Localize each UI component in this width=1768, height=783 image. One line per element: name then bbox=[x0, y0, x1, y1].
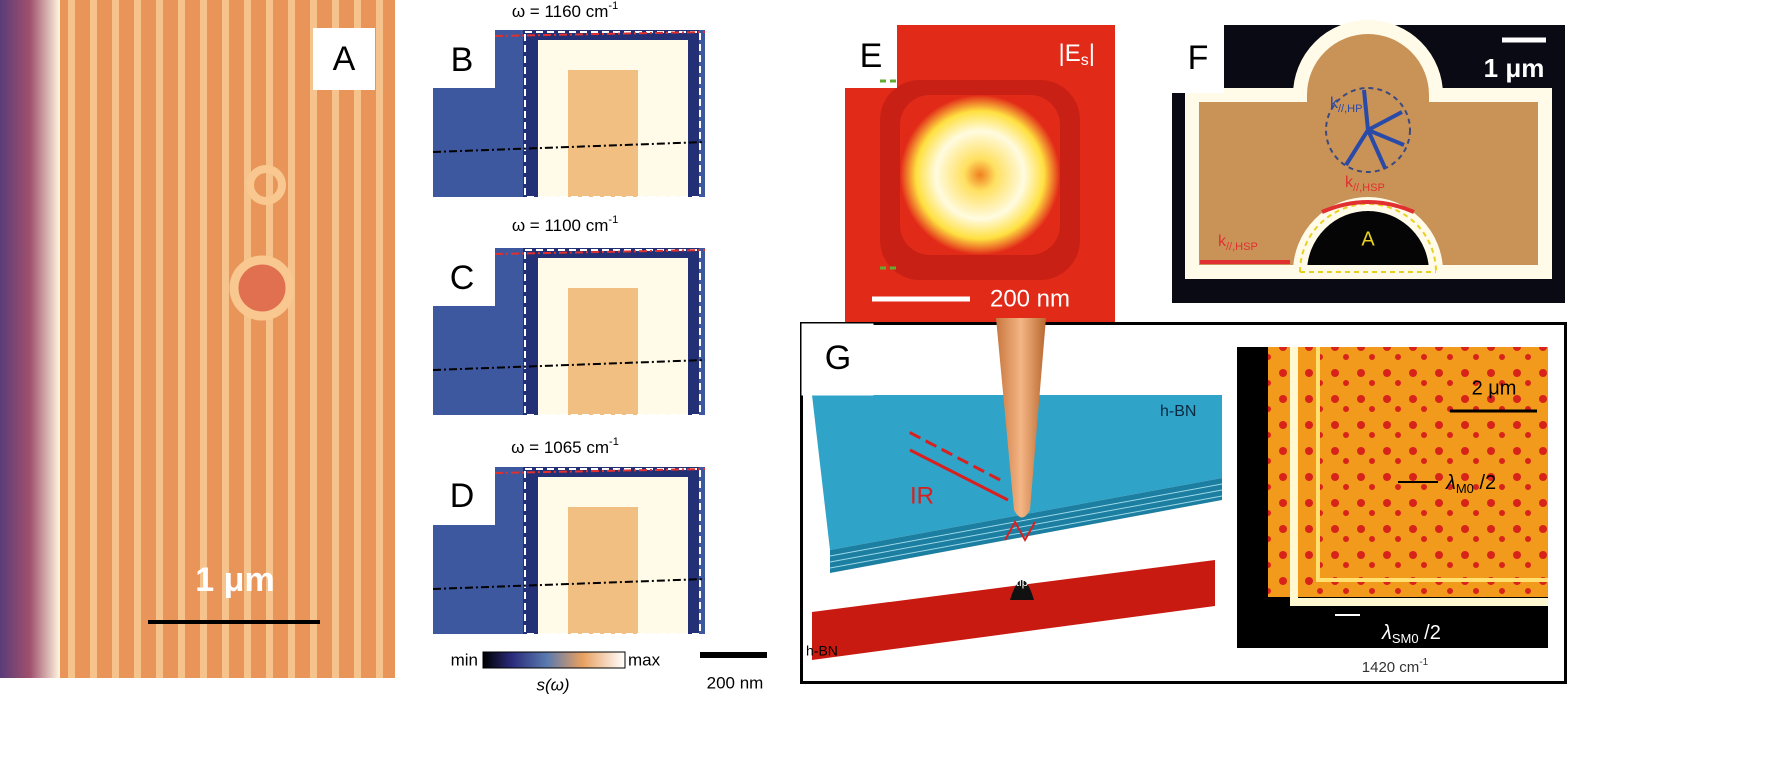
sup: -1 bbox=[608, 0, 618, 12]
frequency: ω = 1160 cm-1 bbox=[512, 0, 618, 21]
panel-label: E bbox=[860, 37, 883, 75]
frequency: 1420 cm-1 bbox=[1362, 657, 1429, 676]
text: λ bbox=[1381, 622, 1392, 644]
text: ω = 1065 cm bbox=[511, 438, 609, 457]
panel-label: C bbox=[450, 259, 475, 297]
text: 1420 cm bbox=[1362, 659, 1420, 676]
scale-label: 200 nm bbox=[990, 285, 1070, 312]
panel-c: ω = 1100 cm-1 C bbox=[432, 214, 706, 416]
sub: s bbox=[1081, 52, 1089, 69]
wavelength-label: λSM0 /2 bbox=[1381, 622, 1441, 646]
region-label: A bbox=[1361, 228, 1375, 250]
sup: -1 bbox=[609, 436, 619, 448]
tip-label: tip bbox=[1016, 575, 1029, 589]
text: /2 bbox=[1474, 472, 1496, 494]
scale-label: 1 μm bbox=[195, 561, 274, 599]
panel-d: ω = 1065 cm-1 D bbox=[432, 436, 706, 635]
wavevector: k//,HP bbox=[1330, 95, 1362, 115]
panel-g: G h-BN IR tip h-BN 2 μm λM0 /2 λSM0 /2 1… bbox=[800, 318, 1567, 684]
text: /2 bbox=[1419, 622, 1441, 644]
panel-a: A 1 μm bbox=[0, 0, 395, 678]
panel-label: F bbox=[1188, 39, 1209, 77]
layer-label: h-BN bbox=[806, 643, 838, 659]
sub: SM0 bbox=[1392, 631, 1419, 646]
panel-f: F 1 μm k//,HP k//,HSP k//,HSP A bbox=[1172, 20, 1565, 303]
text: ω = 1100 cm bbox=[512, 216, 609, 235]
text: k bbox=[1330, 95, 1339, 112]
frequency: ω = 1065 cm-1 bbox=[511, 436, 619, 458]
colorbar-min: min bbox=[451, 650, 478, 669]
text: k bbox=[1345, 174, 1354, 191]
panel-label: A bbox=[333, 40, 356, 78]
sup: -1 bbox=[1419, 657, 1428, 668]
sub: M0 bbox=[1456, 481, 1474, 496]
text: | bbox=[1089, 40, 1095, 67]
beam-label: IR bbox=[910, 482, 934, 509]
sub: //,HSP bbox=[1226, 241, 1258, 253]
material-label: h-BN bbox=[1160, 403, 1196, 420]
text: k bbox=[1218, 233, 1227, 250]
sup: -1 bbox=[608, 214, 618, 226]
panel-label: B bbox=[451, 41, 474, 79]
colorbar-max: max bbox=[628, 650, 661, 669]
panel-label: D bbox=[450, 477, 475, 515]
scale-label: 200 nm bbox=[707, 673, 764, 692]
text: |E bbox=[1059, 40, 1081, 67]
sub: //,HSP bbox=[1353, 182, 1385, 194]
scale-label: 2 μm bbox=[1472, 377, 1517, 399]
colorbar-quantity: s(ω) bbox=[536, 675, 569, 694]
field-label: |Es| bbox=[1059, 40, 1095, 69]
frequency: ω = 1100 cm-1 bbox=[512, 214, 618, 236]
sub: //,HP bbox=[1338, 103, 1362, 115]
colorbar: min max s(ω) 200 nm bbox=[451, 650, 767, 694]
panel-e: E |Es| 200 nm bbox=[845, 25, 1115, 323]
panel-label: G bbox=[825, 339, 851, 377]
wavevector: k//,HSP bbox=[1345, 174, 1385, 194]
scale-label: 1 μm bbox=[1484, 53, 1545, 83]
text: λ bbox=[1445, 472, 1456, 494]
text: ω = 1160 cm bbox=[512, 2, 609, 21]
wavevector: k//,HSP bbox=[1218, 233, 1258, 253]
panel-b: ω = 1160 cm-1 B bbox=[432, 0, 706, 198]
wavelength-label: λM0 /2 bbox=[1445, 472, 1496, 496]
